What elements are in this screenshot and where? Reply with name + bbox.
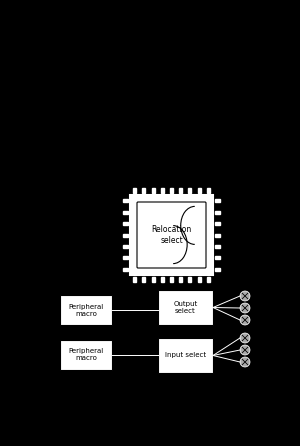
Bar	[188, 277, 191, 282]
Bar	[207, 188, 210, 193]
Bar	[133, 188, 136, 193]
Bar	[142, 188, 145, 193]
Text: Peripheral
macro: Peripheral macro	[68, 348, 104, 362]
Circle shape	[240, 333, 250, 343]
Circle shape	[240, 357, 250, 367]
Bar	[161, 188, 164, 193]
Bar	[179, 188, 182, 193]
Bar	[60, 295, 112, 325]
Bar	[215, 222, 220, 225]
Bar	[158, 338, 213, 373]
Bar	[123, 256, 128, 260]
Text: Output
select: Output select	[173, 301, 198, 314]
Bar	[152, 277, 154, 282]
Bar	[198, 277, 201, 282]
Text: Input select: Input select	[165, 352, 206, 359]
Bar	[123, 268, 128, 271]
Bar	[215, 199, 220, 202]
Bar	[123, 211, 128, 214]
Circle shape	[240, 345, 250, 355]
Bar	[215, 256, 220, 260]
Bar	[170, 277, 173, 282]
Bar	[215, 234, 220, 236]
Bar	[130, 195, 213, 275]
Bar	[123, 222, 128, 225]
Bar	[188, 188, 191, 193]
Circle shape	[240, 291, 250, 301]
Bar	[198, 188, 201, 193]
Bar	[158, 290, 213, 325]
Bar	[179, 277, 182, 282]
Bar	[152, 188, 154, 193]
Circle shape	[240, 315, 250, 325]
Bar	[215, 268, 220, 271]
Bar	[207, 277, 210, 282]
Bar	[161, 277, 164, 282]
Bar	[142, 277, 145, 282]
Bar	[123, 234, 128, 236]
Bar	[170, 188, 173, 193]
Text: Relocation
select: Relocation select	[152, 225, 192, 245]
Bar	[123, 245, 128, 248]
Circle shape	[240, 303, 250, 313]
FancyBboxPatch shape	[137, 202, 206, 268]
Bar	[60, 340, 112, 370]
Text: Peripheral
macro: Peripheral macro	[68, 303, 104, 317]
Bar	[215, 211, 220, 214]
Bar	[133, 277, 136, 282]
Bar	[123, 199, 128, 202]
Bar	[215, 245, 220, 248]
